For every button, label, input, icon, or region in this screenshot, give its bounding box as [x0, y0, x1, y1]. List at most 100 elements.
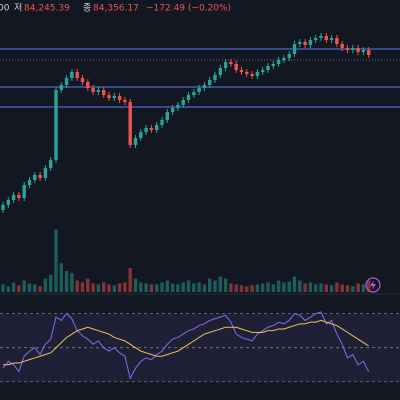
candle-body — [1, 205, 5, 210]
candle-body — [351, 48, 355, 50]
candle-body — [356, 48, 360, 52]
volume-bar — [1, 284, 5, 292]
volume-bar — [229, 283, 233, 292]
volume-bar — [6, 286, 10, 292]
volume-bar — [234, 284, 238, 292]
volume-bar — [11, 282, 16, 292]
candle-body — [208, 80, 212, 85]
volume-bar — [33, 284, 37, 292]
volume-bar — [287, 281, 291, 292]
candle-body — [80, 78, 85, 82]
volume-bar — [239, 285, 244, 292]
candle-body — [282, 58, 286, 60]
candle-body — [223, 62, 228, 68]
candle-body — [229, 62, 233, 64]
candle-body — [329, 38, 334, 40]
candle-body — [91, 88, 95, 92]
close-value: 84,356.17 — [93, 4, 139, 14]
candle-body — [170, 108, 175, 112]
candle-body — [54, 90, 58, 160]
volume-bar — [80, 282, 85, 292]
volume-bar — [276, 280, 281, 292]
volume-bar — [38, 286, 42, 292]
candle-body — [202, 85, 207, 88]
candle-body — [192, 92, 196, 95]
candle-body — [33, 175, 37, 180]
volume-bar — [181, 282, 185, 292]
candle-body — [181, 100, 185, 105]
volume-bar — [324, 284, 328, 292]
volume-bar — [218, 276, 222, 292]
candle-body — [314, 38, 318, 40]
candle-body — [112, 96, 116, 98]
volume-bar — [91, 283, 95, 292]
indicator-line — [2, 311, 370, 380]
candle-body — [43, 168, 48, 178]
candle-body — [6, 200, 10, 205]
candle-body — [292, 44, 297, 54]
volume-bar — [86, 278, 90, 292]
candle-body — [271, 64, 275, 66]
candle-body — [287, 54, 291, 58]
volume-bar — [64, 270, 69, 292]
candle-body — [367, 50, 371, 55]
candle-body — [361, 50, 366, 52]
volume-bar — [96, 284, 101, 292]
candle-body — [324, 36, 328, 40]
alert-bolt[interactable] — [370, 280, 376, 290]
candle-body — [213, 75, 217, 80]
low-value: 84,245.39 — [24, 4, 70, 14]
volume-bar — [107, 284, 111, 292]
candle-body — [49, 160, 53, 168]
candle-body — [117, 96, 122, 100]
candle-body — [298, 42, 302, 44]
volume-bar — [255, 284, 260, 292]
volume-bar — [155, 284, 159, 292]
volume-bar — [70, 272, 74, 292]
volume-bar — [271, 284, 275, 292]
volume-bar — [123, 282, 127, 292]
candle-body — [218, 68, 222, 75]
volume-bar — [27, 283, 32, 292]
volume-bar — [186, 280, 191, 292]
volume-bar — [266, 282, 270, 292]
candle-body — [245, 72, 249, 74]
candle-body — [276, 60, 281, 64]
candle-body — [123, 100, 127, 102]
volume-bar — [351, 286, 355, 292]
candle-body — [149, 128, 154, 130]
volume-bar — [292, 276, 297, 292]
volume-bar — [112, 285, 116, 292]
volume-bar — [261, 283, 265, 292]
volume-bar — [17, 285, 21, 292]
candle-body — [107, 95, 111, 98]
volume-bar — [245, 286, 249, 292]
volume-bar — [202, 284, 207, 292]
candle-body — [64, 78, 69, 85]
candle-body — [234, 64, 238, 70]
volume-bar — [117, 283, 122, 292]
candle-body — [250, 74, 254, 76]
candle-body — [160, 120, 164, 125]
volume-bar — [49, 274, 53, 292]
indicator-line — [3, 319, 369, 366]
candle-body — [335, 38, 339, 44]
volume-bar — [192, 283, 196, 292]
volume-bar — [43, 278, 48, 292]
candle-body — [144, 128, 148, 132]
volume-bar — [314, 284, 318, 292]
volume-bar — [139, 282, 143, 292]
volume-bar — [170, 283, 175, 292]
candle-body — [308, 40, 313, 45]
volume-bar — [176, 284, 180, 292]
candle-body — [75, 72, 79, 78]
candle-body — [96, 90, 101, 92]
candle-body — [27, 180, 32, 185]
candle-body — [86, 82, 90, 88]
volume-bar — [223, 278, 228, 292]
volume-bar — [298, 280, 302, 292]
candle-body — [186, 95, 191, 100]
candle-body — [261, 70, 265, 72]
